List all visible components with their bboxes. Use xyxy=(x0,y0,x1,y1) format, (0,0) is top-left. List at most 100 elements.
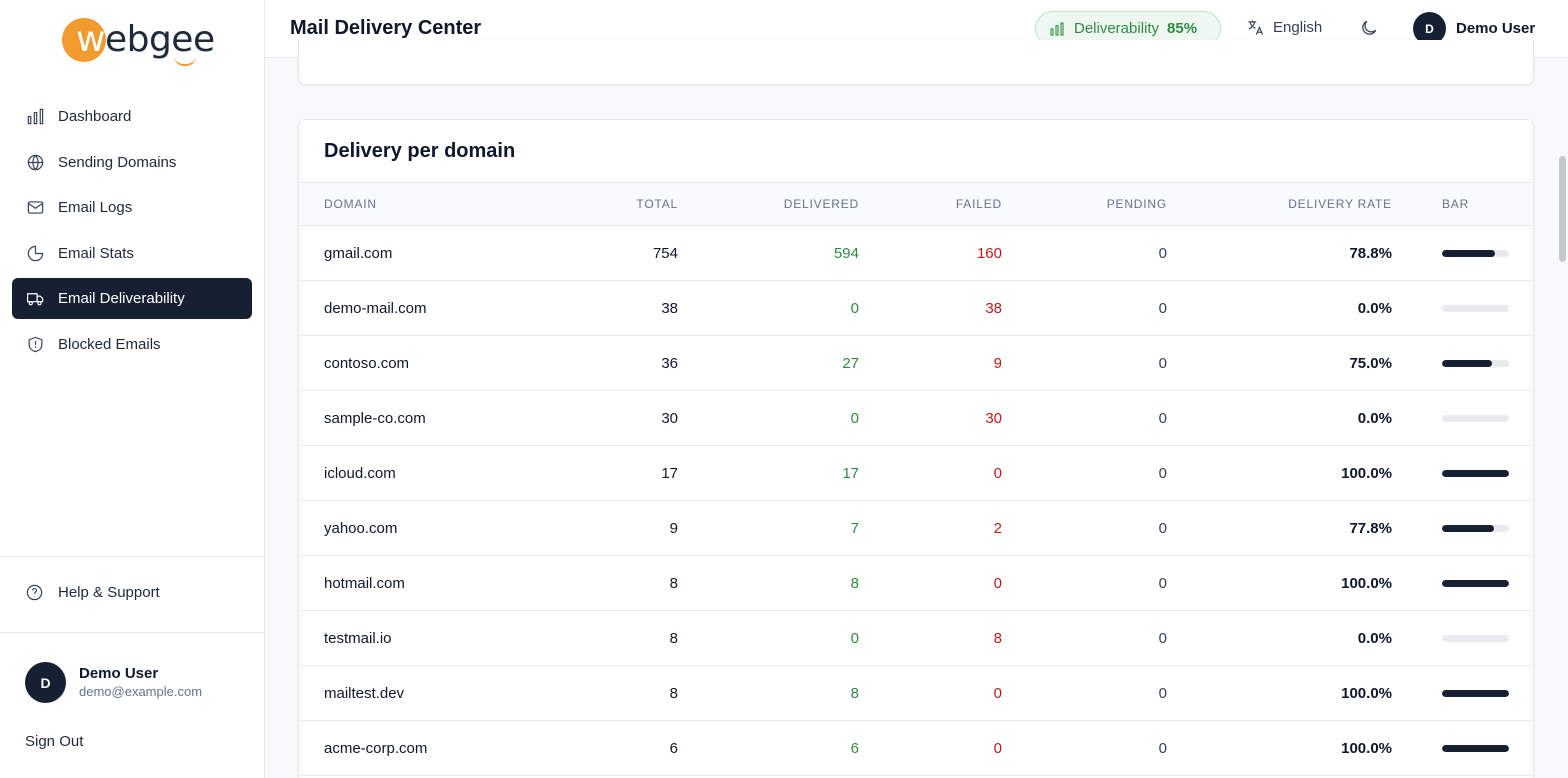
avatar: D xyxy=(25,662,66,703)
scrollbar-thumb[interactable] xyxy=(1559,156,1566,262)
bar-cell xyxy=(1392,501,1533,556)
bar-chart-icon xyxy=(25,107,45,127)
deliverability-value: 85% xyxy=(1167,20,1198,37)
failed-cell: 9 xyxy=(993,354,1002,372)
sidebar-item-email-stats[interactable]: Email Stats xyxy=(12,233,252,274)
delivery-rate-bar xyxy=(1442,634,1509,642)
delivery-rate-bar-fill xyxy=(1442,469,1509,477)
column-header-pending[interactable]: Pending xyxy=(1106,197,1167,211)
delivered-cell: 8 xyxy=(850,574,859,592)
delivered-cell: 7 xyxy=(850,519,859,537)
sidebar-item-blocked-emails[interactable]: Blocked Emails xyxy=(12,324,252,365)
logo-smile xyxy=(174,56,196,66)
help-support-link[interactable]: Help & Support xyxy=(25,583,160,602)
bar-cell xyxy=(1392,666,1533,721)
theme-toggle-button[interactable] xyxy=(1359,18,1381,40)
table-row[interactable]: contoso.com 36 27 9 0 75.0% xyxy=(299,336,1533,391)
delivered-cell: 6 xyxy=(850,739,859,757)
table-row[interactable]: sample-co.com 30 0 30 0 0.0% xyxy=(299,391,1533,446)
pending-cell: 0 xyxy=(1158,574,1167,592)
truck-icon xyxy=(25,289,45,309)
table-row[interactable]: gmail.com 754 594 160 0 78.8% xyxy=(299,226,1533,281)
delivery-rate-bar-fill xyxy=(1442,579,1509,587)
bar-chart-icon xyxy=(1050,21,1064,36)
total-cell: 36 xyxy=(661,354,678,372)
sidebar-item-email-deliverability[interactable]: Email Deliverability xyxy=(12,278,252,320)
delivered-cell: 594 xyxy=(833,244,859,262)
table-row[interactable]: testmail.io 8 0 8 0 0.0% xyxy=(299,611,1533,666)
pending-cell: 0 xyxy=(1158,684,1167,702)
sidebar-item-label: Sending Domains xyxy=(58,153,177,171)
table-row[interactable]: demo-mail.com 38 0 38 0 0.0% xyxy=(299,281,1533,336)
column-header-delivery-rate[interactable]: Delivery rate xyxy=(1288,197,1392,211)
failed-cell: 30 xyxy=(985,409,1002,427)
delivery-rate-bar-fill xyxy=(1442,359,1493,367)
total-cell: 6 xyxy=(669,739,678,757)
delivery-rate-cell: 77.8% xyxy=(1349,519,1392,537)
delivery-rate-cell: 0.0% xyxy=(1357,299,1392,317)
avatar: D xyxy=(1413,12,1446,45)
delivered-cell: 0 xyxy=(850,299,859,317)
delivery-rate-cell: 100.0% xyxy=(1341,739,1392,757)
header-user-menu[interactable]: D Demo User xyxy=(1413,12,1535,45)
domain-cell: sample-co.com xyxy=(324,409,426,427)
deliverability-label: Deliverability xyxy=(1074,20,1160,37)
failed-cell: 160 xyxy=(976,244,1002,262)
delivery-rate-bar xyxy=(1442,744,1509,752)
language-selector[interactable]: English xyxy=(1246,18,1322,37)
page-title: Mail Delivery Center xyxy=(290,17,482,39)
delivery-rate-bar xyxy=(1442,414,1509,422)
table-row[interactable]: acme-corp.com 6 6 0 0 100.0% xyxy=(299,721,1533,776)
bar-cell xyxy=(1392,226,1533,281)
pie-chart-icon xyxy=(25,243,45,263)
pending-cell: 0 xyxy=(1158,409,1167,427)
delivery-rate-bar-fill xyxy=(1442,249,1495,257)
total-cell: 8 xyxy=(669,574,678,592)
sign-out-button[interactable]: Sign Out xyxy=(25,733,84,750)
column-header-domain[interactable]: Domain xyxy=(324,197,377,211)
domain-cell: yahoo.com xyxy=(324,519,398,537)
sidebar-nav: Dashboard Sending Domains Email Logs Ema… xyxy=(12,96,252,370)
failed-cell: 0 xyxy=(993,739,1002,757)
sidebar-item-label: Dashboard xyxy=(58,108,132,125)
delivered-cell: 27 xyxy=(842,354,859,372)
sidebar-item-email-logs[interactable]: Email Logs xyxy=(12,187,252,228)
sidebar-divider xyxy=(0,632,264,633)
pending-cell: 0 xyxy=(1158,354,1167,372)
webgee-logo[interactable]: webgee xyxy=(62,18,215,66)
table-row[interactable]: yahoo.com 9 7 2 0 77.8% xyxy=(299,501,1533,556)
delivered-cell: 0 xyxy=(850,629,859,647)
bar-cell xyxy=(1392,391,1533,446)
delivery-rate-bar-fill xyxy=(1442,689,1509,697)
delivery-rate-bar xyxy=(1442,249,1509,257)
domain-cell: acme-corp.com xyxy=(324,739,428,757)
column-header-total[interactable]: Total xyxy=(636,197,678,211)
delivery-per-domain-card: Delivery per domain Domain Total Deliver… xyxy=(298,119,1534,778)
sidebar: webgee Dashboard Sending Domains Email L… xyxy=(0,0,265,778)
column-header-failed[interactable]: Failed xyxy=(955,197,1002,211)
pending-cell: 0 xyxy=(1158,464,1167,482)
column-header-delivered[interactable]: Delivered xyxy=(783,197,859,211)
bar-cell xyxy=(1392,611,1533,666)
bar-cell xyxy=(1392,721,1533,776)
card-title: Delivery per domain xyxy=(324,140,516,162)
help-support-label: Help & Support xyxy=(58,584,160,601)
delivery-rate-cell: 100.0% xyxy=(1341,684,1392,702)
sidebar-item-dashboard[interactable]: Dashboard xyxy=(12,96,252,137)
table-row[interactable]: hotmail.com 8 8 0 0 100.0% xyxy=(299,556,1533,611)
table-row[interactable]: mailtest.dev 8 8 0 0 100.0% xyxy=(299,666,1533,721)
delivery-rate-bar xyxy=(1442,524,1509,532)
moon-icon xyxy=(1362,20,1377,35)
previous-card xyxy=(298,40,1534,85)
table-row[interactable]: icloud.com 17 17 0 0 100.0% xyxy=(299,446,1533,501)
language-label: English xyxy=(1273,19,1323,36)
pending-cell: 0 xyxy=(1158,519,1167,537)
pending-cell: 0 xyxy=(1158,299,1167,317)
total-cell: 8 xyxy=(669,684,678,702)
domain-cell: hotmail.com xyxy=(324,574,405,592)
sidebar-item-sending-domains[interactable]: Sending Domains xyxy=(12,142,252,183)
bar-cell xyxy=(1392,556,1533,611)
pending-cell: 0 xyxy=(1158,244,1167,262)
failed-cell: 0 xyxy=(993,684,1002,702)
sidebar-item-label: Blocked Emails xyxy=(58,335,161,353)
